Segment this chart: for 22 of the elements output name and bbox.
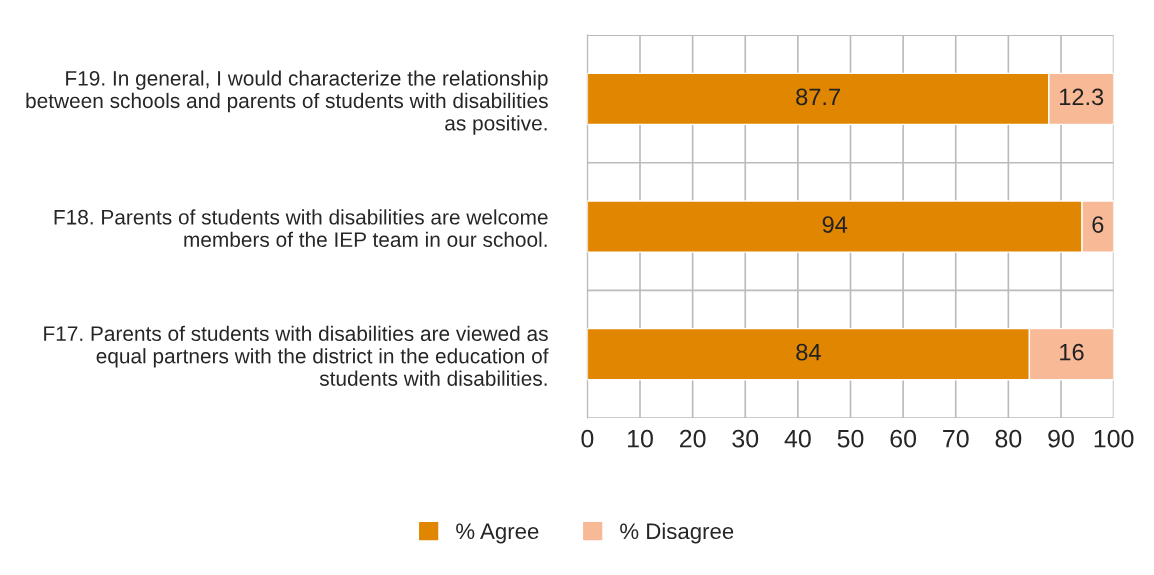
x-tick-label: 10 (628, 429, 653, 448)
legend-label: % Agree (456, 523, 539, 544)
data-label: 6 (1092, 216, 1104, 233)
x-tick-label: 80 (995, 429, 1022, 448)
x-tick-label: 90 (1048, 429, 1074, 448)
y-tick-label: F17. Parents of students with disabilities are viewed as equal partners with the district in the education of students with disabilities. (44, 325, 549, 386)
data-label: 16 (1060, 343, 1084, 361)
y-tick-label: F18. Parents of students with disabilities are welcome members of the IEP team in our school. (54, 209, 548, 248)
x-tick-label: 30 (732, 429, 759, 448)
x-tick-label: 40 (784, 429, 811, 448)
x-tick-label: 60 (890, 429, 917, 448)
x-tick-label: 50 (837, 429, 864, 448)
data-label: 87.7 (796, 88, 840, 106)
y-tick-label: F19. In general, I would characterize the relationship between schools and parents of students with disabilities as positive. (26, 70, 548, 135)
x-tick-label: 100 (1094, 429, 1134, 448)
x-tick-label: 0 (581, 429, 594, 448)
data-label: 84 (796, 343, 821, 361)
legend-label: % Disagree (620, 522, 734, 544)
data-label: 94 (822, 216, 848, 233)
x-tick-label: 20 (679, 429, 706, 448)
data-label: 12.3 (1060, 88, 1104, 106)
x-tick-label: 70 (943, 429, 969, 448)
